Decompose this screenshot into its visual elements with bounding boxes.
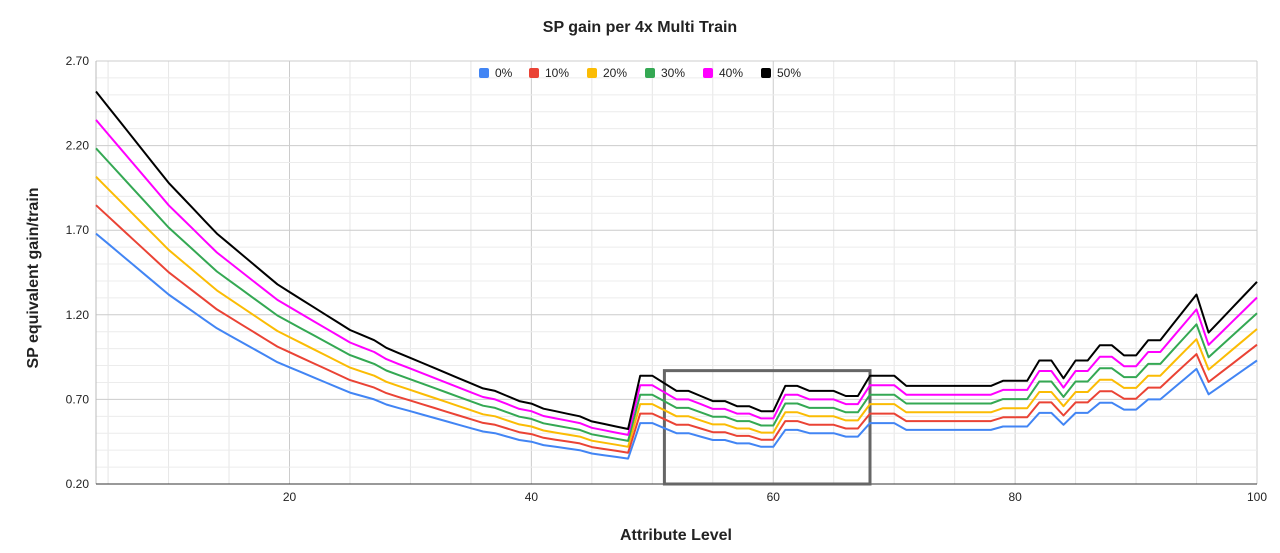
x-tick-label: 80 (1008, 490, 1022, 504)
legend-swatch (587, 68, 597, 78)
x-tick-label: 100 (1247, 490, 1267, 504)
legend-label: 10% (545, 66, 569, 80)
legend-label: 40% (719, 66, 743, 80)
legend-label: 20% (603, 66, 627, 80)
legend-label: 50% (777, 66, 801, 80)
y-tick-label: 1.70 (66, 223, 90, 237)
series-layer (95, 90, 1258, 460)
legend-swatch (529, 68, 539, 78)
series-line-0pct (95, 232, 1258, 460)
legend-swatch (645, 68, 655, 78)
y-tick-label: 0.20 (66, 477, 90, 491)
x-tick-label: 20 (283, 490, 297, 504)
y-axis-ticks: 0.20 0.70 1.20 1.70 2.20 2.70 (66, 54, 90, 491)
y-axis-title: SP equivalent gain/train (25, 187, 42, 368)
x-axis-title: Attribute Level (620, 527, 732, 544)
series-line-10pct (95, 204, 1258, 454)
legend-label: 0% (495, 66, 513, 80)
series-line-30pct (95, 147, 1258, 442)
legend-swatch (761, 68, 771, 78)
series-line-50pct (95, 90, 1258, 430)
series-line-20pct (95, 175, 1258, 448)
y-tick-label: 0.70 (66, 392, 90, 406)
chart-title: SP gain per 4x Multi Train (543, 19, 737, 36)
legend-swatch (703, 68, 713, 78)
y-tick-label: 2.70 (66, 54, 90, 68)
legend-swatch (479, 68, 489, 78)
y-tick-label: 1.20 (66, 308, 90, 322)
x-axis-ticks: 20 40 60 80 100 (283, 490, 1268, 504)
legend: 0% 10% 20% 30% 40% 50% (479, 66, 801, 80)
x-tick-label: 60 (767, 490, 781, 504)
y-tick-label: 2.20 (66, 139, 90, 153)
series-line-40pct (95, 119, 1258, 436)
legend-label: 30% (661, 66, 685, 80)
grid (95, 60, 1258, 485)
x-tick-label: 40 (525, 490, 539, 504)
